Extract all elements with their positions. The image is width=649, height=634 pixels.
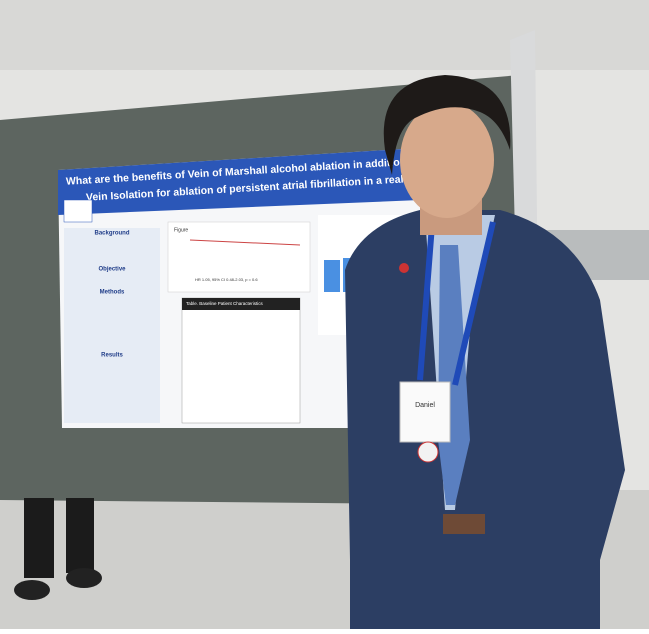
section-heading: Objective [98, 267, 126, 273]
logo [63, 199, 93, 223]
poster-title-bar [58, 148, 420, 215]
table [181, 297, 301, 424]
figure-bar [324, 260, 340, 292]
shoe [66, 568, 102, 588]
badge-name: Daniel [415, 402, 435, 409]
figure-label: Figure [174, 227, 188, 233]
face [400, 102, 494, 218]
trouser-leg [24, 498, 54, 578]
section-heading: Results [101, 353, 123, 359]
figure-curve [189, 239, 301, 246]
table-title: Table. Baseline Patient Characteristics [186, 301, 264, 306]
ceiling-band [0, 0, 649, 70]
figure-panel [167, 221, 311, 293]
left-column [64, 228, 160, 423]
trouser-leg [66, 498, 94, 573]
badge [399, 381, 451, 443]
figure-caption: HR 1.05, 95% CI 0.48-2.03, p = 0.6 [195, 277, 258, 282]
hair [383, 75, 511, 175]
lapel-pin [399, 263, 409, 273]
lanyard [417, 221, 496, 386]
shoe [14, 580, 50, 600]
belt [443, 514, 485, 534]
pin [417, 441, 439, 463]
table-header [182, 298, 300, 310]
suit [345, 210, 625, 629]
section-heading: Background [94, 231, 129, 237]
section-heading: Methods [100, 290, 125, 296]
